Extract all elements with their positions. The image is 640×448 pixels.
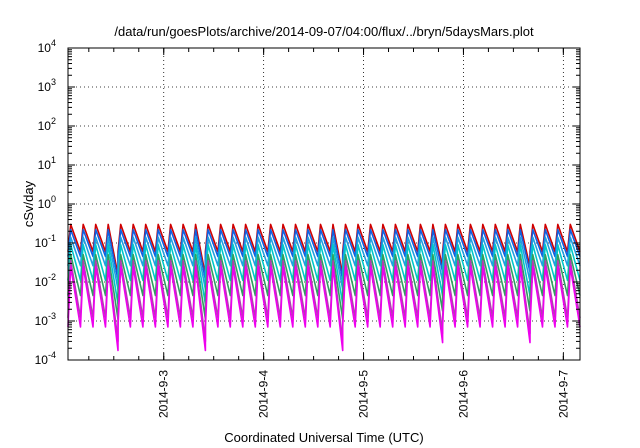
x-tick-label: 2014-9-7	[556, 370, 570, 418]
x-tick-labels: 2014-9-3 2014-9-4 2014-9-5 2014-9-6 2014-9-7	[157, 370, 571, 418]
y-tick-labels: 10-4 10-3 10-2 10-1 100 101 102 103 104	[35, 38, 56, 367]
x-tick-label: 2014-9-4	[257, 370, 271, 418]
y-tick-label: 10-4	[35, 350, 56, 367]
x-axis-label: Coordinated Universal Time (UTC)	[224, 430, 423, 445]
series-line-4	[67, 244, 581, 305]
x-tick-label: 2014-9-3	[157, 370, 171, 418]
series-group	[67, 223, 581, 352]
series-line-2	[67, 228, 581, 281]
y-tick-label: 100	[38, 194, 56, 211]
x-tick-label: 2014-9-6	[456, 370, 470, 418]
x-tick-label: 2014-9-5	[357, 370, 371, 418]
y-tick-label: 10-1	[35, 233, 56, 250]
y-tick-label: 10-3	[35, 311, 56, 328]
series-line-7	[67, 265, 581, 352]
y-tick-label: 104	[38, 38, 56, 55]
y-tick-label: 102	[38, 116, 56, 133]
series-line-3	[67, 236, 581, 291]
y-tick-label: 103	[38, 77, 56, 94]
y-tick-label: 101	[38, 155, 56, 172]
plot-frame	[67, 47, 581, 361]
y-axis-label: cSv/day	[21, 180, 36, 227]
axes	[67, 47, 581, 361]
y-tick-label: 10-2	[35, 272, 56, 289]
chart-title: /data/run/goesPlots/archive/2014-09-07/0…	[114, 24, 534, 39]
